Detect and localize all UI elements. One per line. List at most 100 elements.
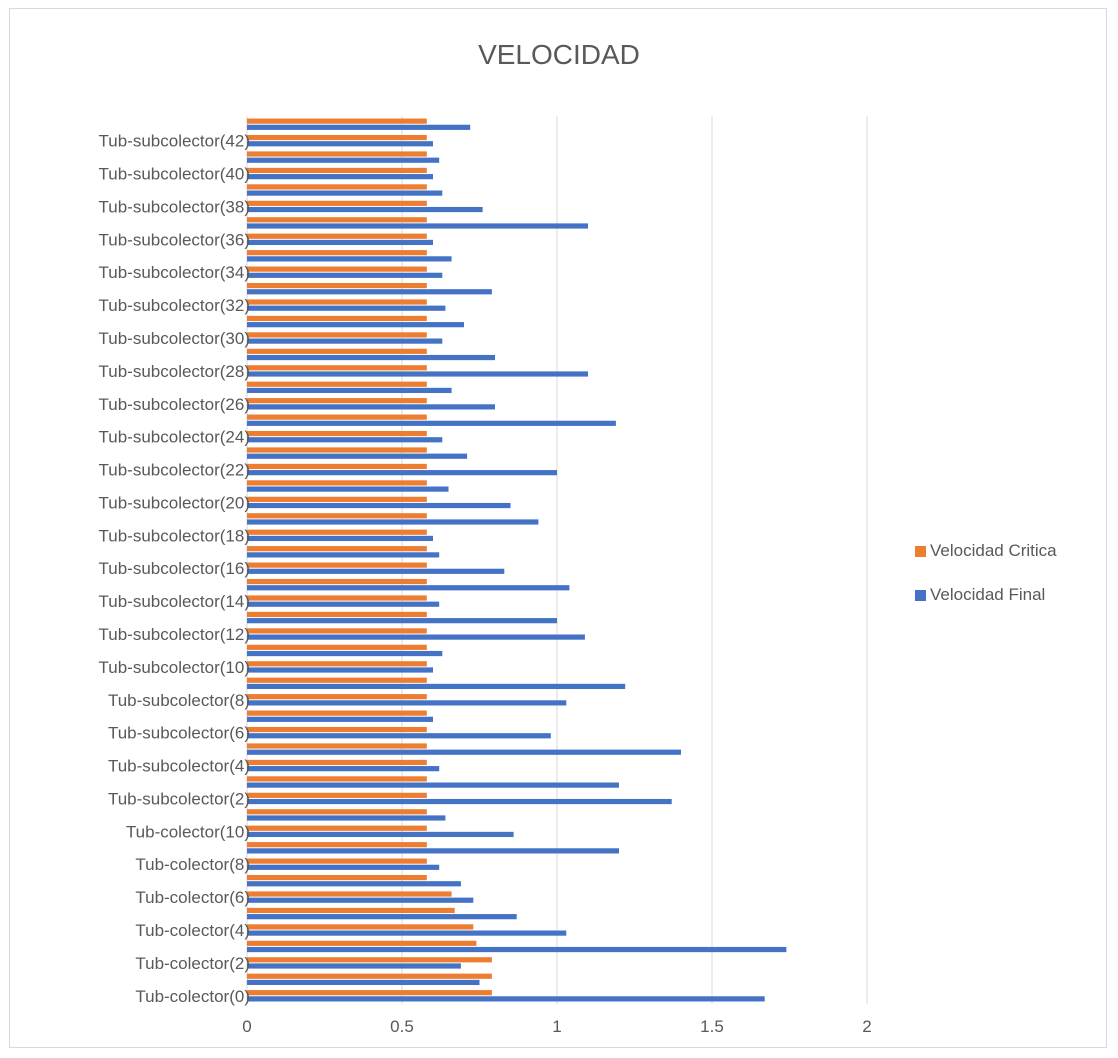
bar-critica: [247, 874, 427, 881]
bar-final: [247, 864, 440, 870]
bar-critica: [247, 447, 427, 453]
bar-critica: [247, 315, 427, 322]
bar-critica: [247, 365, 427, 371]
bar-final: [247, 585, 570, 591]
category-label: Tub-subcolector(36): [99, 230, 251, 249]
legend-label-critica: Velocidad Critica: [930, 541, 1057, 560]
bar-chart-plot: 0 0.5 1 1.5 2 Tub-colector(0) Tub-colector(2) T…: [99, 116, 872, 1036]
category-label: Tub-subcolector(14): [99, 592, 251, 611]
bar-critica: [247, 957, 492, 963]
category-label: Tub-subcolector(32): [99, 296, 251, 315]
category-label: Tub-colector(6): [135, 888, 250, 907]
bar-final: [247, 798, 672, 805]
bar-final: [247, 239, 433, 246]
bar-final: [247, 897, 474, 903]
category-label: Tub-subcolector(8): [108, 691, 250, 710]
bar-final: [247, 749, 681, 755]
bar-final: [247, 848, 619, 854]
category-label: Tub-colector(2): [135, 954, 250, 973]
category-label: Tub-colector(8): [135, 855, 250, 874]
category-label: Tub-subcolector(34): [99, 263, 251, 282]
bar-final: [247, 470, 557, 476]
category-label: Tub-subcolector(4): [108, 757, 250, 776]
bar-critica: [247, 726, 427, 733]
category-label: Tub-subcolector(6): [108, 724, 250, 743]
bar-critica: [247, 809, 427, 815]
category-label: Tub-subcolector(10): [99, 658, 251, 677]
category-label: Tub-colector(4): [135, 921, 250, 940]
category-label: Tub-subcolector(18): [99, 526, 251, 545]
bar-final: [247, 881, 461, 887]
bar-final: [247, 716, 433, 722]
bar-critica: [247, 924, 474, 930]
bar-critica: [247, 167, 427, 174]
category-label: Tub-subcolector(38): [99, 197, 251, 216]
bar-critica: [247, 907, 455, 914]
bar-final: [247, 124, 471, 130]
bar-critica: [247, 184, 427, 190]
bar-critica: [247, 299, 427, 305]
bar-final: [247, 519, 539, 525]
category-label: Tub-subcolector(20): [99, 493, 251, 512]
bar-critica: [247, 628, 427, 634]
bar-final: [247, 601, 440, 607]
bar-critica: [247, 463, 427, 470]
bar-critica: [247, 217, 427, 223]
bar-final: [247, 766, 440, 772]
bar-final: [247, 667, 433, 673]
bar-final: [247, 223, 588, 229]
category-label: Tub-subcolector(12): [99, 625, 251, 644]
bar-critica: [247, 250, 427, 256]
bar-critica: [247, 759, 427, 766]
legend-item-final: Velocidad Final: [915, 585, 1045, 605]
bar-final: [247, 618, 557, 624]
x-tick-label: 2: [862, 1017, 871, 1036]
legend-label-final: Velocidad Final: [930, 585, 1046, 604]
bars: [247, 118, 787, 1002]
bar-final: [247, 206, 483, 213]
category-label: Tub-subcolector(40): [99, 165, 251, 184]
bar-critica: [247, 694, 427, 700]
legend-swatch-critica: [915, 545, 926, 557]
x-tick-label: 1: [552, 1017, 561, 1036]
bar-critica: [247, 661, 427, 667]
axis-labels: 0 0.5 1 1.5 2 Tub-colector(0) Tub-colector(2) T…: [99, 132, 872, 1036]
bar-critica: [247, 990, 492, 996]
category-label: Tub-subcolector(30): [99, 329, 251, 348]
bar-critica: [247, 414, 427, 420]
category-label: Tub-colector(10): [126, 822, 250, 841]
bar-final: [247, 502, 511, 509]
category-label: Tub-subcolector(26): [99, 395, 251, 414]
bar-final: [247, 322, 464, 328]
legend-swatch-final: [915, 589, 926, 601]
bar-final: [247, 174, 433, 180]
bar-final: [247, 996, 765, 1002]
bar-critica: [247, 282, 427, 289]
bar-final: [247, 157, 440, 163]
bar-final: [247, 815, 446, 821]
category-label: Tub-subcolector(24): [99, 428, 251, 447]
bar-final: [247, 683, 626, 690]
bar-final: [247, 437, 443, 443]
bar-critica: [247, 644, 427, 650]
bar-final: [247, 650, 443, 657]
bar-critica: [247, 842, 427, 848]
bar-critica: [247, 940, 477, 946]
bar-final: [247, 354, 495, 361]
bar-critica: [247, 348, 427, 354]
category-label: Tub-subcolector(22): [99, 461, 251, 480]
bar-critica: [247, 200, 427, 206]
bar-critica: [247, 430, 427, 437]
category-label: Tub-colector(0): [135, 987, 250, 1006]
bar-critica: [247, 595, 427, 601]
bar-final: [247, 190, 443, 196]
bar-critica: [247, 776, 427, 782]
bar-final: [247, 831, 514, 838]
bar-critica: [247, 118, 427, 124]
bar-final: [247, 700, 567, 706]
chart-frame: VELOCIDAD 0 0.5 1 1.5 2 Tub-colector(0) Tub-co…: [9, 8, 1107, 1048]
bar-critica: [247, 578, 427, 585]
bar-final: [247, 552, 440, 558]
x-tick-label: 1.5: [700, 1017, 724, 1036]
bar-final: [247, 338, 443, 344]
